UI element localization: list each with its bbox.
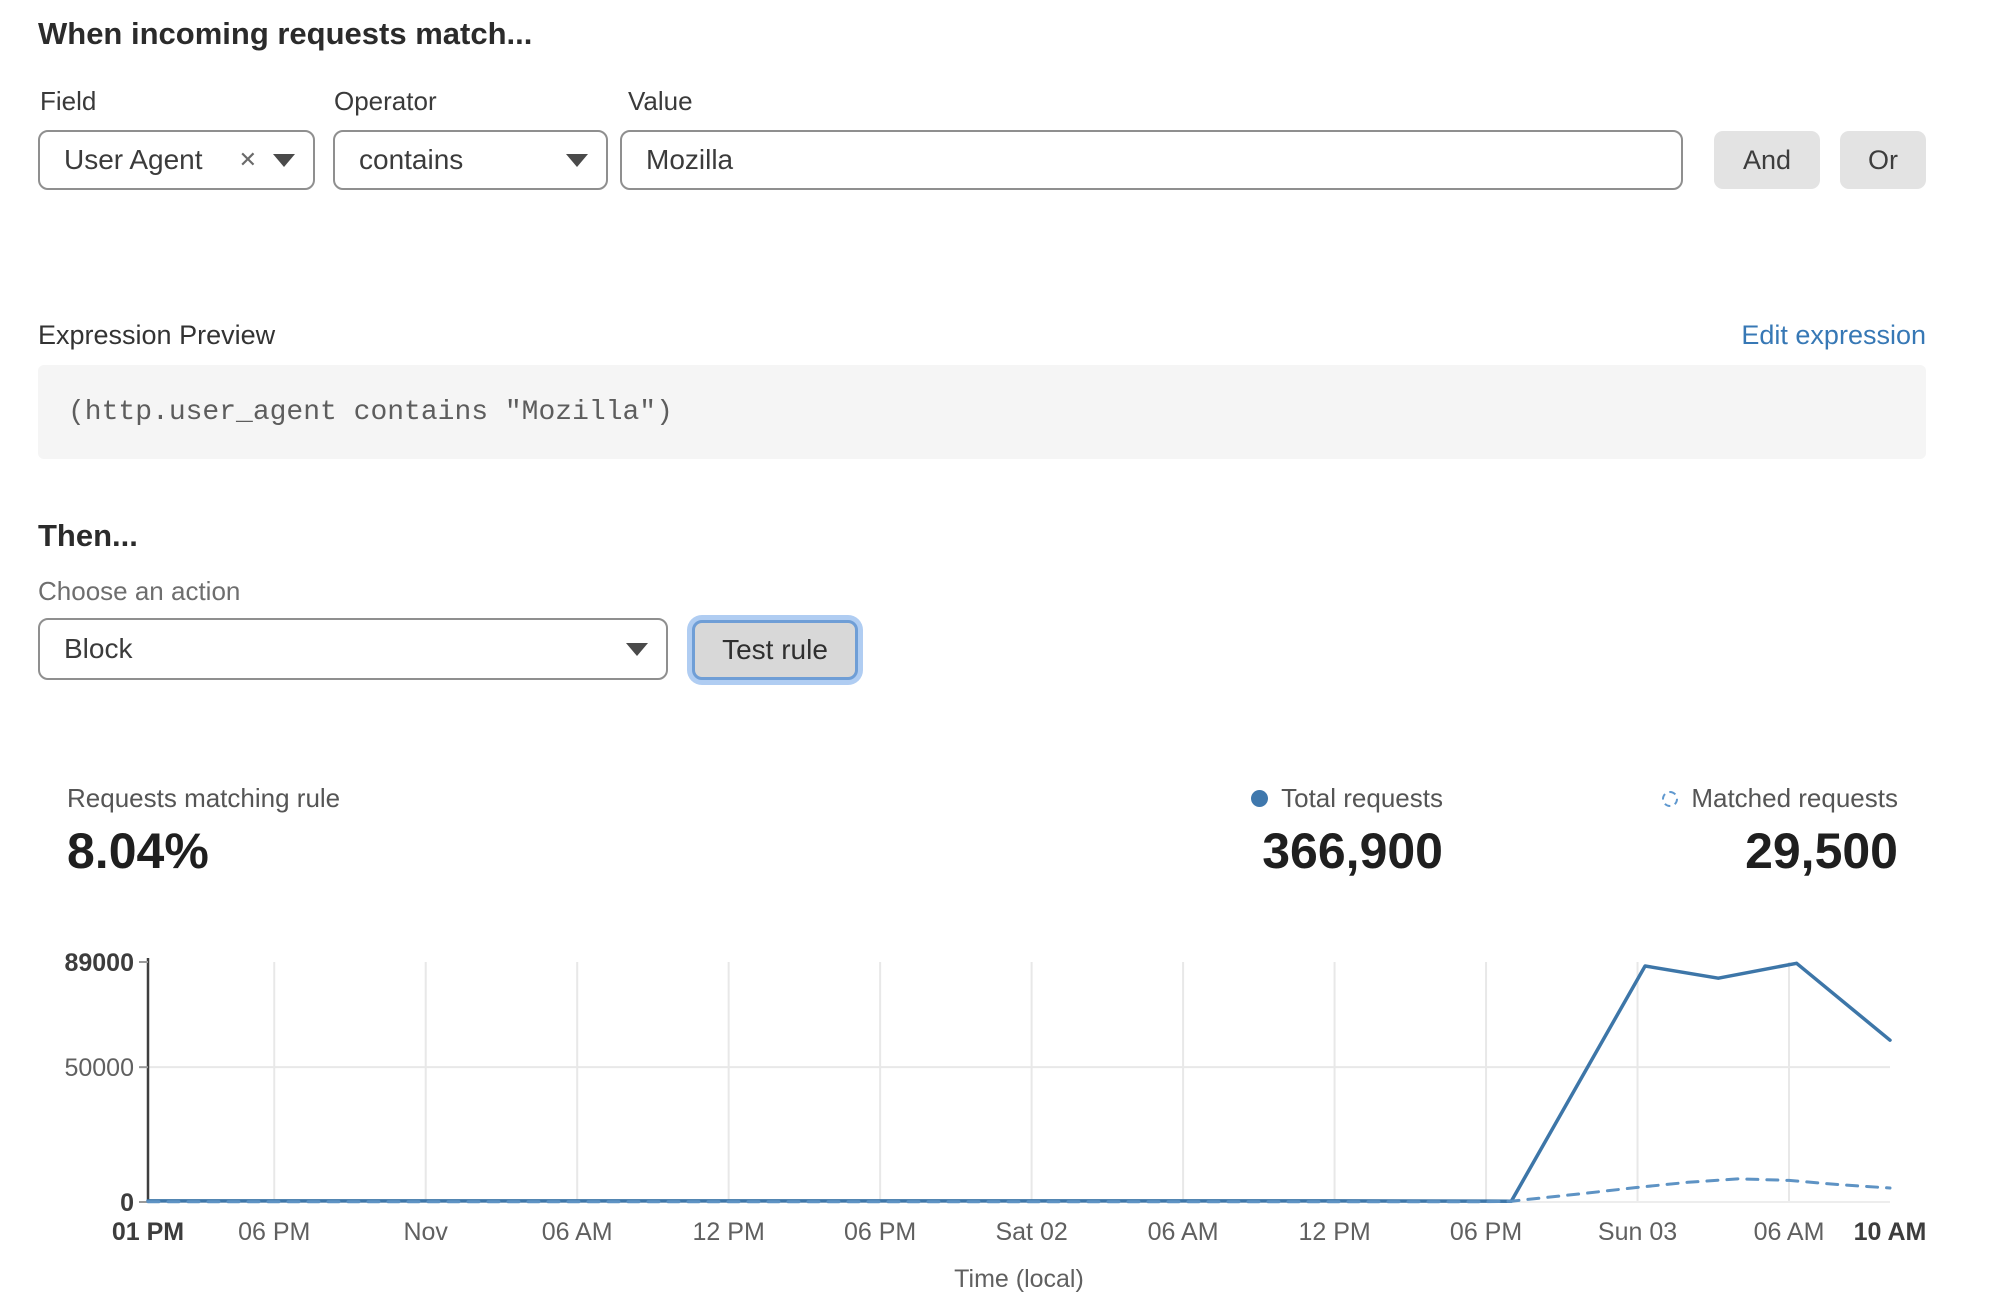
- svg-text:06 AM: 06 AM: [542, 1218, 613, 1246]
- or-button[interactable]: Or: [1840, 131, 1926, 189]
- svg-text:06 PM: 06 PM: [238, 1218, 310, 1246]
- expression-code: (http.user_agent contains "Mozilla"): [68, 396, 673, 428]
- svg-text:Sun 03: Sun 03: [1598, 1218, 1677, 1246]
- matched-requests-label: Matched requests: [1691, 783, 1898, 813]
- matched-requests-value: 29,500: [1745, 823, 1898, 879]
- operator-select[interactable]: contains: [333, 130, 608, 190]
- total-requests-value: 366,900: [1262, 823, 1443, 879]
- svg-text:06 AM: 06 AM: [1148, 1218, 1219, 1246]
- total-requests-legend-dot-icon: [1251, 790, 1269, 807]
- requests-matching-stat: Requests matching rule 8.04%: [67, 783, 340, 880]
- svg-text:Time (local): Time (local): [954, 1265, 1084, 1293]
- svg-text:0: 0: [120, 1189, 134, 1217]
- match-section-title: When incoming requests match...: [38, 16, 533, 51]
- and-button[interactable]: And: [1714, 131, 1820, 189]
- requests-chart: 0 50000 89000 01 PM 06 PM Nov 06 AM 12 PM 06 PM S…: [0, 940, 1999, 1295]
- svg-text:06 PM: 06 PM: [1450, 1218, 1522, 1246]
- then-section-title: Then...: [38, 518, 138, 553]
- chevron-down-icon: [566, 153, 588, 167]
- action-select-value: Block: [64, 633, 133, 664]
- svg-text:01 PM: 01 PM: [112, 1218, 184, 1246]
- expression-preview-label: Expression Preview: [38, 320, 276, 350]
- edit-expression-link[interactable]: Edit expression: [1741, 320, 1926, 350]
- operator-label: Operator: [334, 86, 437, 116]
- clear-icon[interactable]: ✕: [238, 147, 257, 172]
- svg-text:Nov: Nov: [403, 1218, 448, 1246]
- value-input[interactable]: [622, 144, 1681, 176]
- requests-matching-value: 8.04%: [67, 823, 209, 879]
- svg-text:06 PM: 06 PM: [844, 1218, 916, 1246]
- requests-matching-label: Requests matching rule: [67, 783, 341, 813]
- svg-text:50000: 50000: [64, 1054, 134, 1082]
- chevron-down-icon: [273, 153, 295, 167]
- field-label: Field: [40, 86, 97, 116]
- field-select[interactable]: User Agent ✕: [38, 130, 315, 190]
- svg-text:12 PM: 12 PM: [1298, 1218, 1370, 1246]
- total-requests-label: Total requests: [1281, 783, 1443, 813]
- value-field-wrap: [620, 130, 1683, 190]
- svg-text:89000: 89000: [64, 949, 134, 977]
- svg-text:06 AM: 06 AM: [1754, 1218, 1825, 1246]
- operator-select-value: contains: [359, 144, 464, 175]
- expression-preview-box: (http.user_agent contains "Mozilla"): [38, 365, 1926, 459]
- svg-text:Sat 02: Sat 02: [995, 1218, 1067, 1246]
- svg-text:10 AM: 10 AM: [1854, 1218, 1927, 1246]
- total-requests-stat: Total requests 366,900: [1251, 783, 1443, 880]
- test-rule-button[interactable]: Test rule: [692, 620, 858, 680]
- matched-requests-stat: Matched requests 29,500: [1662, 783, 1898, 880]
- action-select[interactable]: Block: [38, 618, 668, 680]
- field-select-value: User Agent: [64, 144, 203, 175]
- chevron-down-icon: [626, 642, 648, 656]
- value-label: Value: [628, 86, 693, 116]
- matched-requests-legend-circle-icon: [1662, 790, 1679, 807]
- choose-action-label: Choose an action: [38, 576, 241, 606]
- svg-text:12 PM: 12 PM: [693, 1218, 765, 1246]
